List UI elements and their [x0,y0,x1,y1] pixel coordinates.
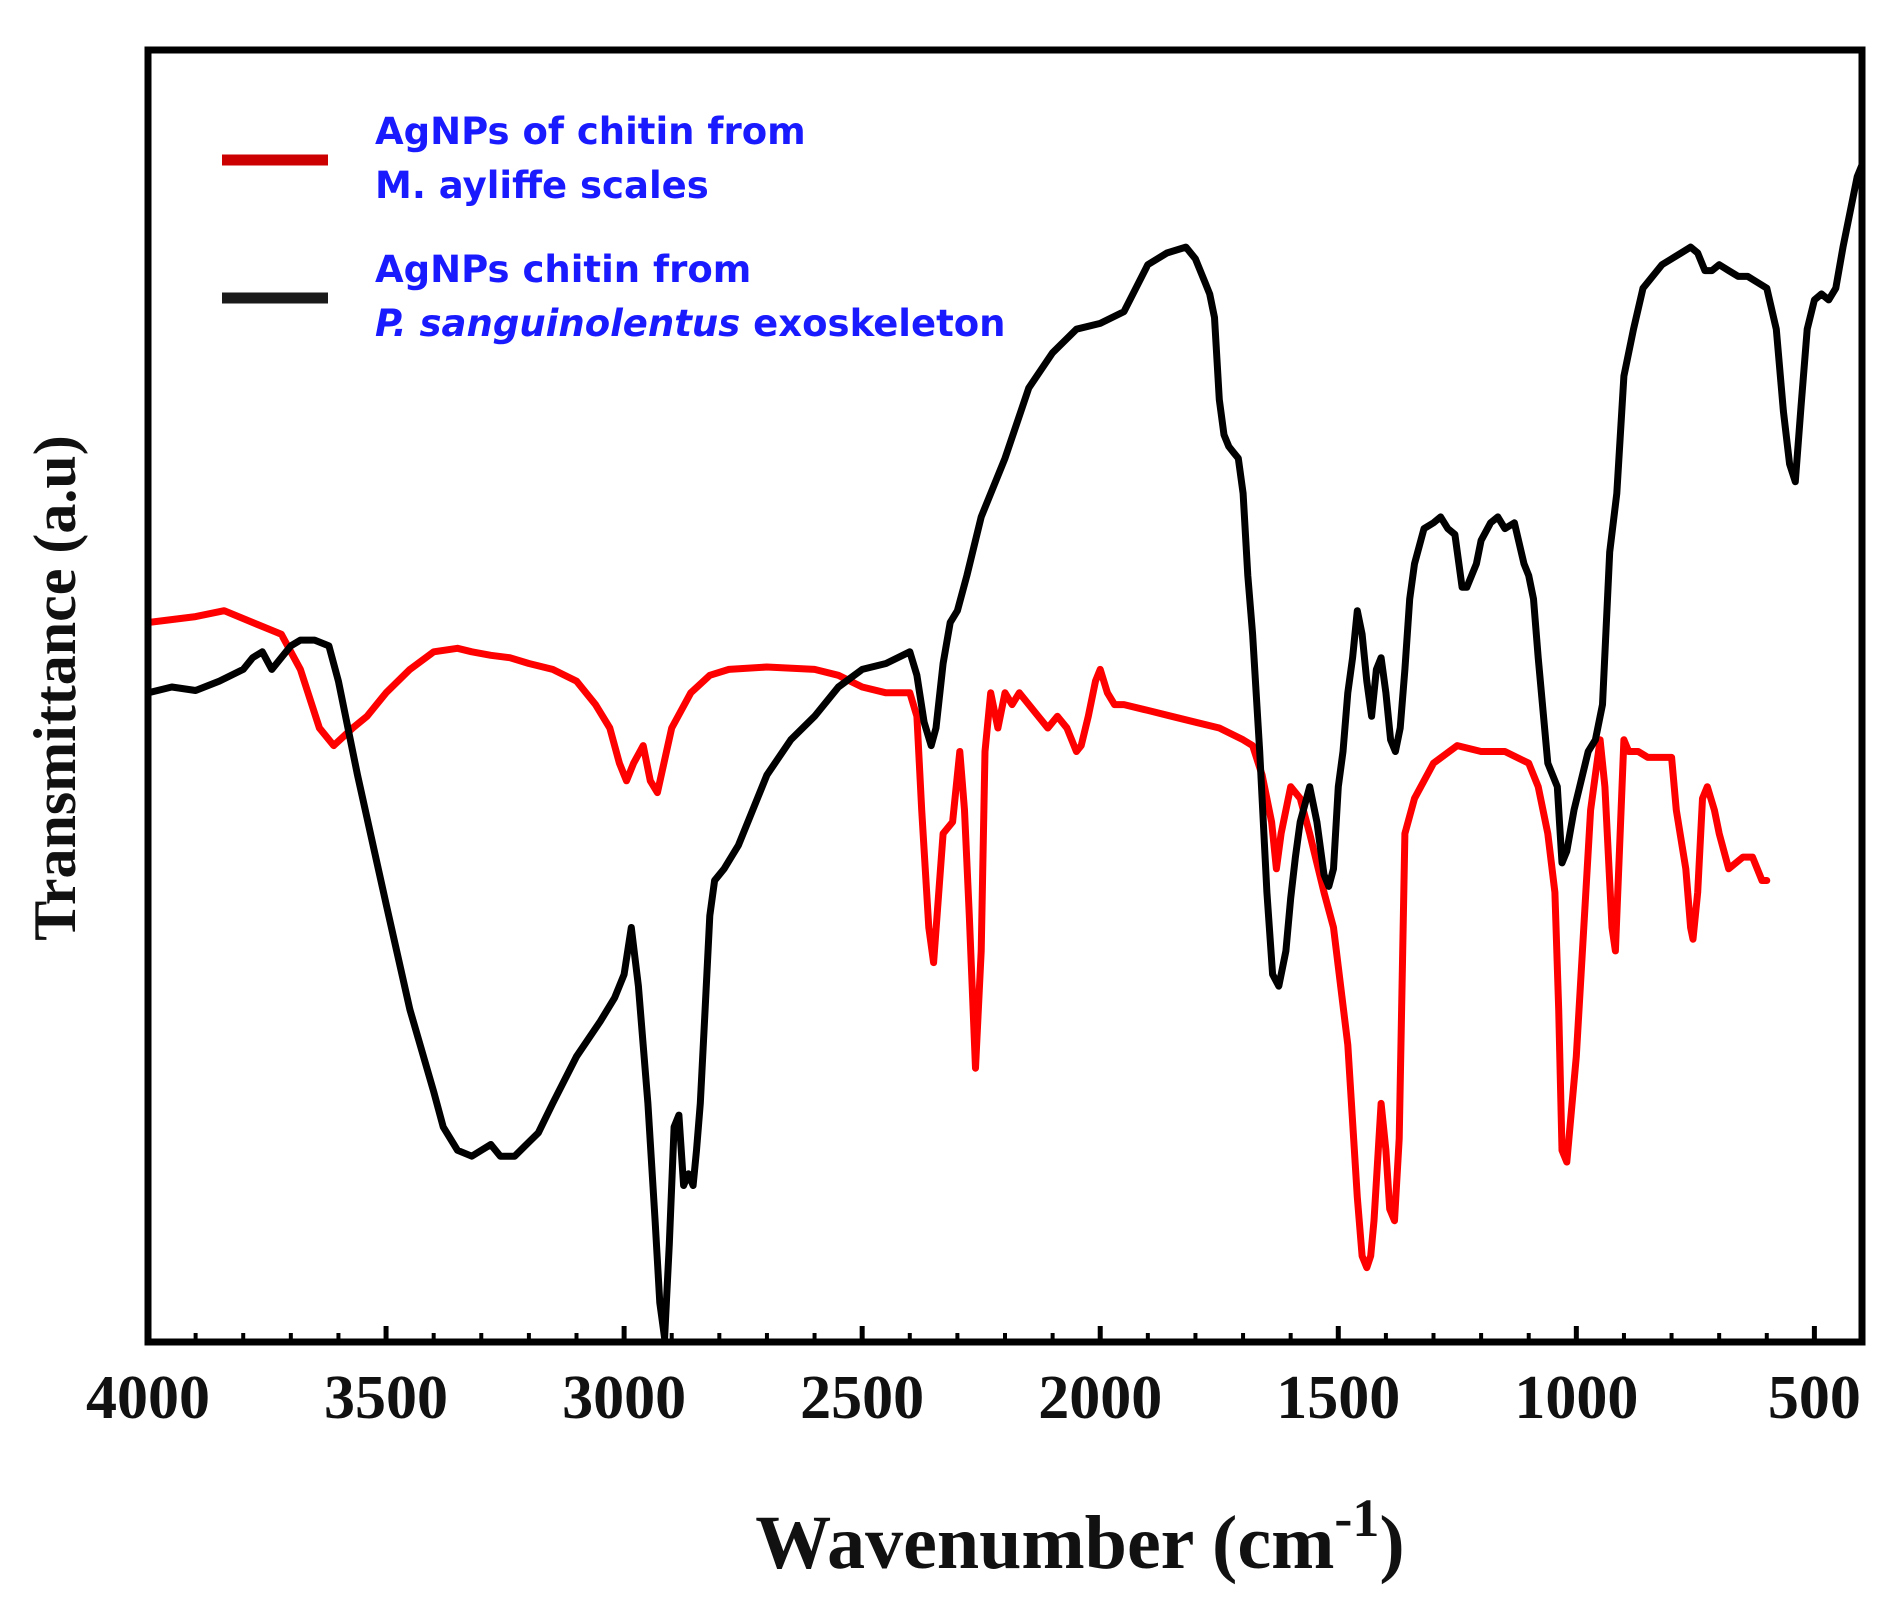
x-tick-label: 2500 [800,1364,924,1432]
x-tick-label: 3500 [324,1364,448,1432]
legend-label-1: M. ayliffe scales [375,164,709,207]
x-tick-label: 3000 [562,1364,686,1432]
series-line-2 [148,161,1862,1342]
x-tick-label: 1000 [1514,1364,1638,1432]
x-tick-label: 2000 [1038,1364,1162,1432]
y-axis-title: Transmittance (a.u) [22,435,88,941]
x-axis-title: Wavenumber (cm-1) [755,1488,1404,1585]
series-line-1 [148,607,1771,1272]
x-axis-title-close: ) [1379,1501,1404,1585]
plot-area [148,161,1862,1342]
plot-frame [144,46,1866,1346]
legend: AgNPs of chitin from M. ayliffe scales AgN… [222,110,1006,345]
legend-label-2: AgNPs chitin from [375,248,751,291]
x-axis-ticks: 4000 3500 3000 2500 2000 1500 1000 500 [86,1326,1861,1432]
x-axis-title-superscript: -1 [1334,1488,1379,1548]
x-tick-label: 4000 [86,1364,210,1432]
legend-label-2: P. sanguinolentus exoskeleton [375,302,1006,345]
x-axis-title-main: Wavenumber (cm [755,1501,1334,1585]
x-tick-label: 500 [1768,1364,1861,1432]
x-tick-label: 1500 [1276,1364,1400,1432]
legend-label-1: AgNPs of chitin from [375,110,806,153]
